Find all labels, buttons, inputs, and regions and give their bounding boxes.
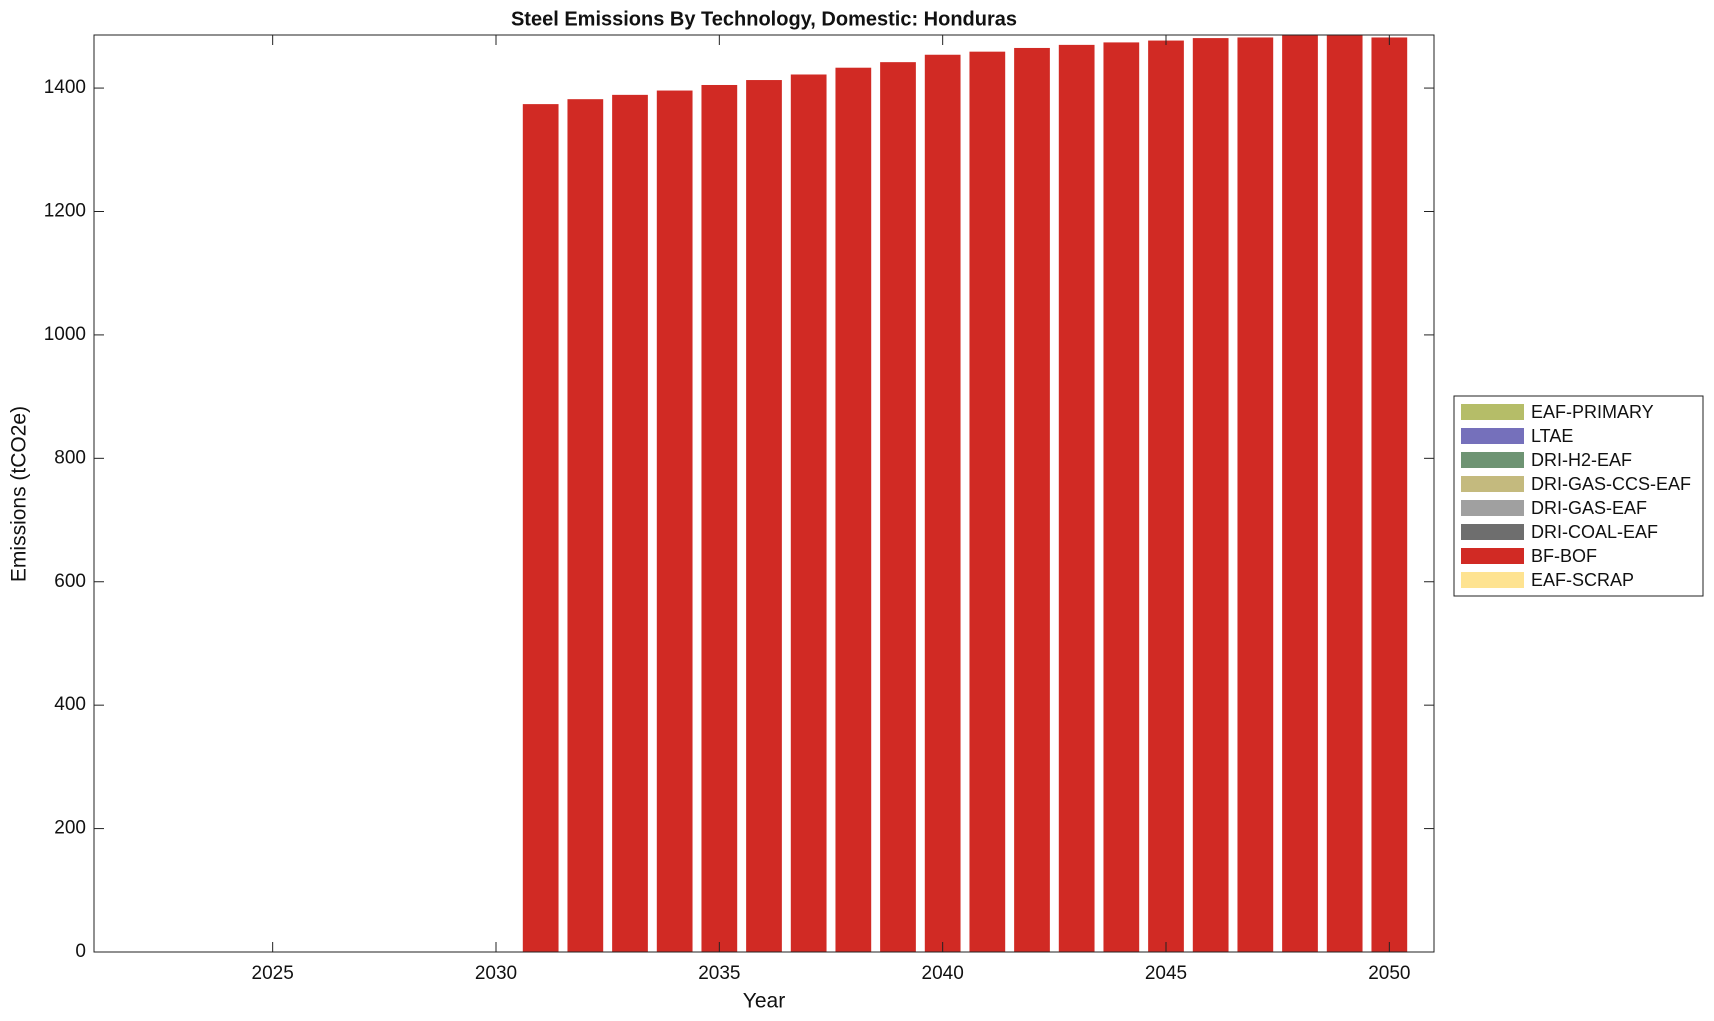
bar xyxy=(1326,35,1363,952)
plot-frame xyxy=(93,34,1435,953)
x-tick-label: 2035 xyxy=(698,963,740,984)
bar xyxy=(701,84,738,953)
y-tick-label: 200 xyxy=(54,818,86,839)
x-tick-label: 2040 xyxy=(922,963,964,984)
bar xyxy=(1058,44,1095,953)
y-tick-label: 1000 xyxy=(44,324,86,345)
bar xyxy=(656,90,693,953)
legend-swatch xyxy=(1461,452,1524,468)
bar xyxy=(790,74,827,952)
legend-swatch xyxy=(1461,428,1524,444)
y-tick-label: 1200 xyxy=(44,201,86,222)
legend-label: BF-BOF xyxy=(1531,546,1597,566)
legend-label: DRI-H2-EAF xyxy=(1531,450,1632,470)
legend-label: DRI-GAS-CCS-EAF xyxy=(1531,474,1691,494)
bar xyxy=(1014,47,1050,953)
y-tick-label: 600 xyxy=(54,571,86,592)
bar xyxy=(567,99,604,952)
x-tick-label: 2045 xyxy=(1145,963,1187,984)
bar xyxy=(1371,37,1408,952)
legend-swatch xyxy=(1461,524,1524,540)
y-tick-label: 0 xyxy=(75,941,86,962)
x-tick-label: 2030 xyxy=(475,963,517,984)
legend-swatch xyxy=(1461,548,1524,564)
legend-swatch xyxy=(1461,572,1524,588)
bar xyxy=(1237,37,1274,952)
bar xyxy=(835,67,872,952)
bar xyxy=(612,94,648,952)
bar xyxy=(924,54,961,953)
y-tick-label: 800 xyxy=(54,447,86,468)
bar xyxy=(522,104,559,953)
legend-label: LTAE xyxy=(1531,426,1573,446)
y-axis-label: Emissions (tCO2e) xyxy=(8,406,31,582)
legend-label: EAF-PRIMARY xyxy=(1531,402,1654,422)
x-tick-label: 2025 xyxy=(252,963,294,984)
y-tick-label: 400 xyxy=(54,694,86,715)
legend-swatch xyxy=(1461,500,1524,516)
legend-label: EAF-SCRAP xyxy=(1531,570,1634,590)
x-axis-label: Year xyxy=(743,990,785,1013)
x-tick-label: 2050 xyxy=(1368,963,1410,984)
chart-title: Steel Emissions By Technology, Domestic:… xyxy=(511,8,1017,30)
legend-label: DRI-GAS-EAF xyxy=(1531,498,1647,518)
legend-label: DRI-COAL-EAF xyxy=(1531,522,1658,542)
bar xyxy=(969,51,1006,953)
bar xyxy=(1282,35,1318,952)
legend-box xyxy=(1453,395,1704,597)
bar xyxy=(880,62,916,952)
bar xyxy=(746,80,782,952)
legend-swatch xyxy=(1461,404,1524,420)
y-tick-label: 1400 xyxy=(44,77,86,98)
bar xyxy=(1103,42,1140,953)
legend-swatch xyxy=(1461,476,1524,492)
bar xyxy=(1148,40,1184,953)
bar xyxy=(1192,38,1229,953)
